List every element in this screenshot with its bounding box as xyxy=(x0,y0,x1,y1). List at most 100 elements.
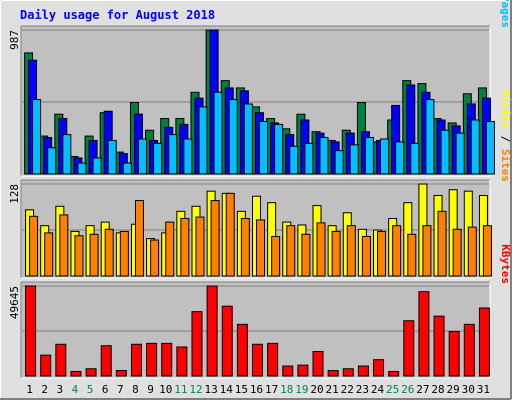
bar-pages-day-4 xyxy=(77,162,87,175)
bar-sites-day-6 xyxy=(104,228,114,277)
x-tick-label: 6 xyxy=(102,383,109,396)
bar-kbytes-day-3 xyxy=(55,343,67,377)
bar-pages-day-9 xyxy=(153,142,163,175)
bar-sites-day-3 xyxy=(59,214,69,277)
bar-sites-day-2 xyxy=(44,232,54,277)
bar-sites-day-1 xyxy=(29,215,39,277)
x-tick-label: 28 xyxy=(431,383,444,396)
bar-pages-day-25 xyxy=(395,141,405,175)
bar-pages-day-12 xyxy=(198,106,208,175)
bar-pages-day-27 xyxy=(425,99,435,175)
x-tick-label: 2 xyxy=(41,383,48,396)
bar-kbytes-day-4 xyxy=(70,370,82,377)
x-tick-label: 31 xyxy=(477,383,490,396)
x-tick-label: 22 xyxy=(341,383,354,396)
bar-pages-day-2 xyxy=(47,147,57,175)
x-tick-label: 20 xyxy=(310,383,323,396)
bar-kbytes-day-1 xyxy=(25,285,37,377)
bar-kbytes-day-2 xyxy=(40,354,52,377)
bar-pages-day-7 xyxy=(122,162,132,175)
bar-pages-day-28 xyxy=(440,129,450,175)
bar-kbytes-day-26 xyxy=(403,320,415,377)
bar-kbytes-day-9 xyxy=(146,342,158,377)
bar-kbytes-day-21 xyxy=(327,370,339,377)
bar-kbytes-day-30 xyxy=(463,323,475,377)
bar-sites-day-27 xyxy=(422,225,432,277)
bar-sites-day-30 xyxy=(467,226,477,277)
panel-visits: 128 Visits / Sites xyxy=(8,89,512,279)
bar-kbytes-day-23 xyxy=(357,365,369,377)
chart-title: Daily usage for August 2018 xyxy=(20,8,215,22)
bar-sites-day-8 xyxy=(134,200,144,277)
legend-entry: KBytes xyxy=(499,244,512,284)
bar-pages-day-18 xyxy=(289,145,299,175)
bar-sites-day-14 xyxy=(225,192,235,277)
bar-sites-day-20 xyxy=(316,222,326,277)
chart-panels: 987 Hits / Files / Pages 128 Visits / Sites… xyxy=(8,0,512,379)
bar-kbytes-day-10 xyxy=(161,342,173,377)
bar-kbytes-day-18 xyxy=(282,365,294,377)
bar-kbytes-day-8 xyxy=(130,343,142,377)
x-tick-label: 11 xyxy=(174,383,187,396)
x-tick-label: 25 xyxy=(386,383,399,396)
panel-usage-bars xyxy=(24,29,495,175)
bar-sites-day-4 xyxy=(74,235,84,277)
bar-pages-day-19 xyxy=(304,142,314,175)
x-tick-label: 12 xyxy=(189,383,202,396)
x-tick-label: 13 xyxy=(204,383,217,396)
bar-sites-day-5 xyxy=(89,233,99,277)
panel-usage-ymax-label: 987 xyxy=(8,30,21,50)
bar-kbytes-day-6 xyxy=(100,345,112,377)
bar-sites-day-18 xyxy=(286,225,296,277)
bar-pages-day-30 xyxy=(470,119,480,175)
x-tick-label: 3 xyxy=(57,383,64,396)
bar-pages-day-26 xyxy=(410,142,420,175)
panel-kbytes: 49645 KBytes xyxy=(8,244,512,379)
x-tick-label: 27 xyxy=(416,383,429,396)
bar-pages-day-20 xyxy=(319,137,329,175)
bar-kbytes-day-12 xyxy=(191,311,203,377)
bar-pages-day-24 xyxy=(380,138,390,175)
x-tick-label: 23 xyxy=(356,383,369,396)
bar-kbytes-day-11 xyxy=(176,346,188,377)
bar-kbytes-day-29 xyxy=(448,331,460,377)
bar-kbytes-day-22 xyxy=(342,368,354,377)
bar-kbytes-day-17 xyxy=(267,342,279,377)
bar-pages-day-14 xyxy=(228,99,238,175)
bar-pages-day-6 xyxy=(107,139,117,175)
panel-visits-legend: Visits / Sites xyxy=(499,89,512,182)
bar-kbytes-day-20 xyxy=(312,351,324,377)
x-tick-label: 4 xyxy=(72,383,79,396)
bar-sites-day-31 xyxy=(482,225,492,277)
bar-kbytes-day-16 xyxy=(252,343,263,377)
legend-entry: Visits xyxy=(499,89,512,129)
bar-kbytes-day-19 xyxy=(297,364,309,377)
x-tick-label: 7 xyxy=(117,383,124,396)
x-tick-label: 10 xyxy=(159,383,172,396)
x-tick-label: 14 xyxy=(220,383,234,396)
x-tick-label: 8 xyxy=(132,383,139,396)
bar-kbytes-day-25 xyxy=(388,370,400,377)
panel-kbytes-legend: KBytes xyxy=(499,244,512,284)
x-tick-label: 21 xyxy=(326,383,339,396)
bar-kbytes-day-5 xyxy=(85,368,97,377)
bar-kbytes-day-7 xyxy=(115,370,127,377)
bar-sites-day-15 xyxy=(240,218,250,277)
bar-sites-day-17 xyxy=(271,235,281,277)
bar-sites-day-25 xyxy=(392,225,402,277)
bar-sites-day-7 xyxy=(119,230,129,277)
bar-kbytes-day-15 xyxy=(236,323,248,377)
bar-sites-day-9 xyxy=(150,239,160,277)
bar-sites-day-13 xyxy=(210,200,220,277)
panel-usage: 987 Hits / Files / Pages xyxy=(8,0,512,177)
legend-entry: Sites xyxy=(499,149,512,182)
bar-pages-day-16 xyxy=(259,120,268,175)
bar-pages-day-3 xyxy=(62,134,72,175)
x-tick-label: 18 xyxy=(280,383,293,396)
bar-pages-day-11 xyxy=(183,138,193,175)
bar-pages-day-15 xyxy=(243,103,253,175)
bar-sites-day-12 xyxy=(195,216,205,277)
panel-visits-ymax-label: 128 xyxy=(8,184,21,204)
